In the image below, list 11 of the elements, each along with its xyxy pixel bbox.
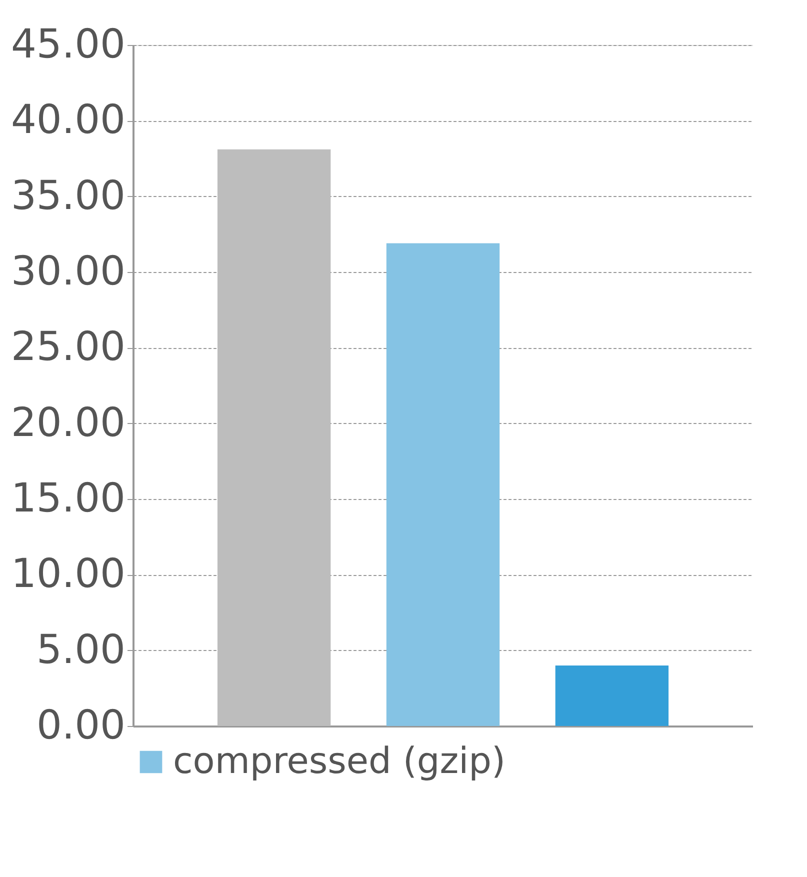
y-tick-label: 25.00 [10,324,126,370]
y-tick-label: 35.00 [10,172,126,219]
y-tick-label: 0.00 [36,702,126,748]
y-tick-label: 45.00 [10,22,126,68]
y-tick-label: 40.00 [10,97,126,144]
y-tick-label: 20.00 [10,400,126,446]
y-tick-label: 15.00 [10,476,126,522]
legend-label: compressed (gzip) [173,741,506,782]
y-tick-label: 10.00 [10,551,126,598]
y-tick-label: 5.00 [36,626,126,673]
y-tick-label: 30.00 [10,248,126,294]
